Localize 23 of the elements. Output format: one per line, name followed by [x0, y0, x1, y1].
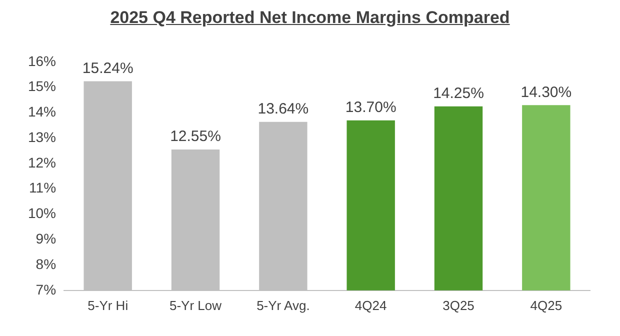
x-tick-label: 5-Yr Low [170, 298, 222, 313]
x-tick-label: 4Q24 [354, 298, 387, 313]
data-label: 13.64% [258, 100, 309, 118]
x-tick-label: 4Q25 [530, 298, 562, 313]
y-tick-label: 16% [28, 52, 56, 69]
y-tick-label: 13% [28, 128, 56, 145]
y-tick-label: 10% [28, 205, 56, 222]
data-label: 12.55% [170, 128, 221, 146]
x-tick-label: 3Q25 [442, 298, 474, 313]
y-tick-label: 8% [36, 256, 56, 272]
y-tick-label: 15% [28, 78, 56, 94]
data-label: 14.25% [433, 85, 484, 102]
data-label: 13.70% [345, 99, 396, 116]
y-tick-label: 7% [36, 281, 56, 298]
data-label: 15.24% [82, 60, 134, 77]
y-tick-label: 12% [28, 154, 56, 170]
y-tick-label: 11% [29, 180, 56, 196]
data-label: 14.30% [520, 84, 572, 101]
x-tick-label: 5-Yr Hi [88, 298, 128, 313]
y-tick-label: 14% [28, 104, 56, 120]
y-tick-label: 9% [36, 230, 56, 247]
x-tick-label: 5-Yr Avg. [256, 298, 310, 313]
chart-title: 2025 Q4 Reported Net Income Margins Compared [109, 8, 511, 29]
